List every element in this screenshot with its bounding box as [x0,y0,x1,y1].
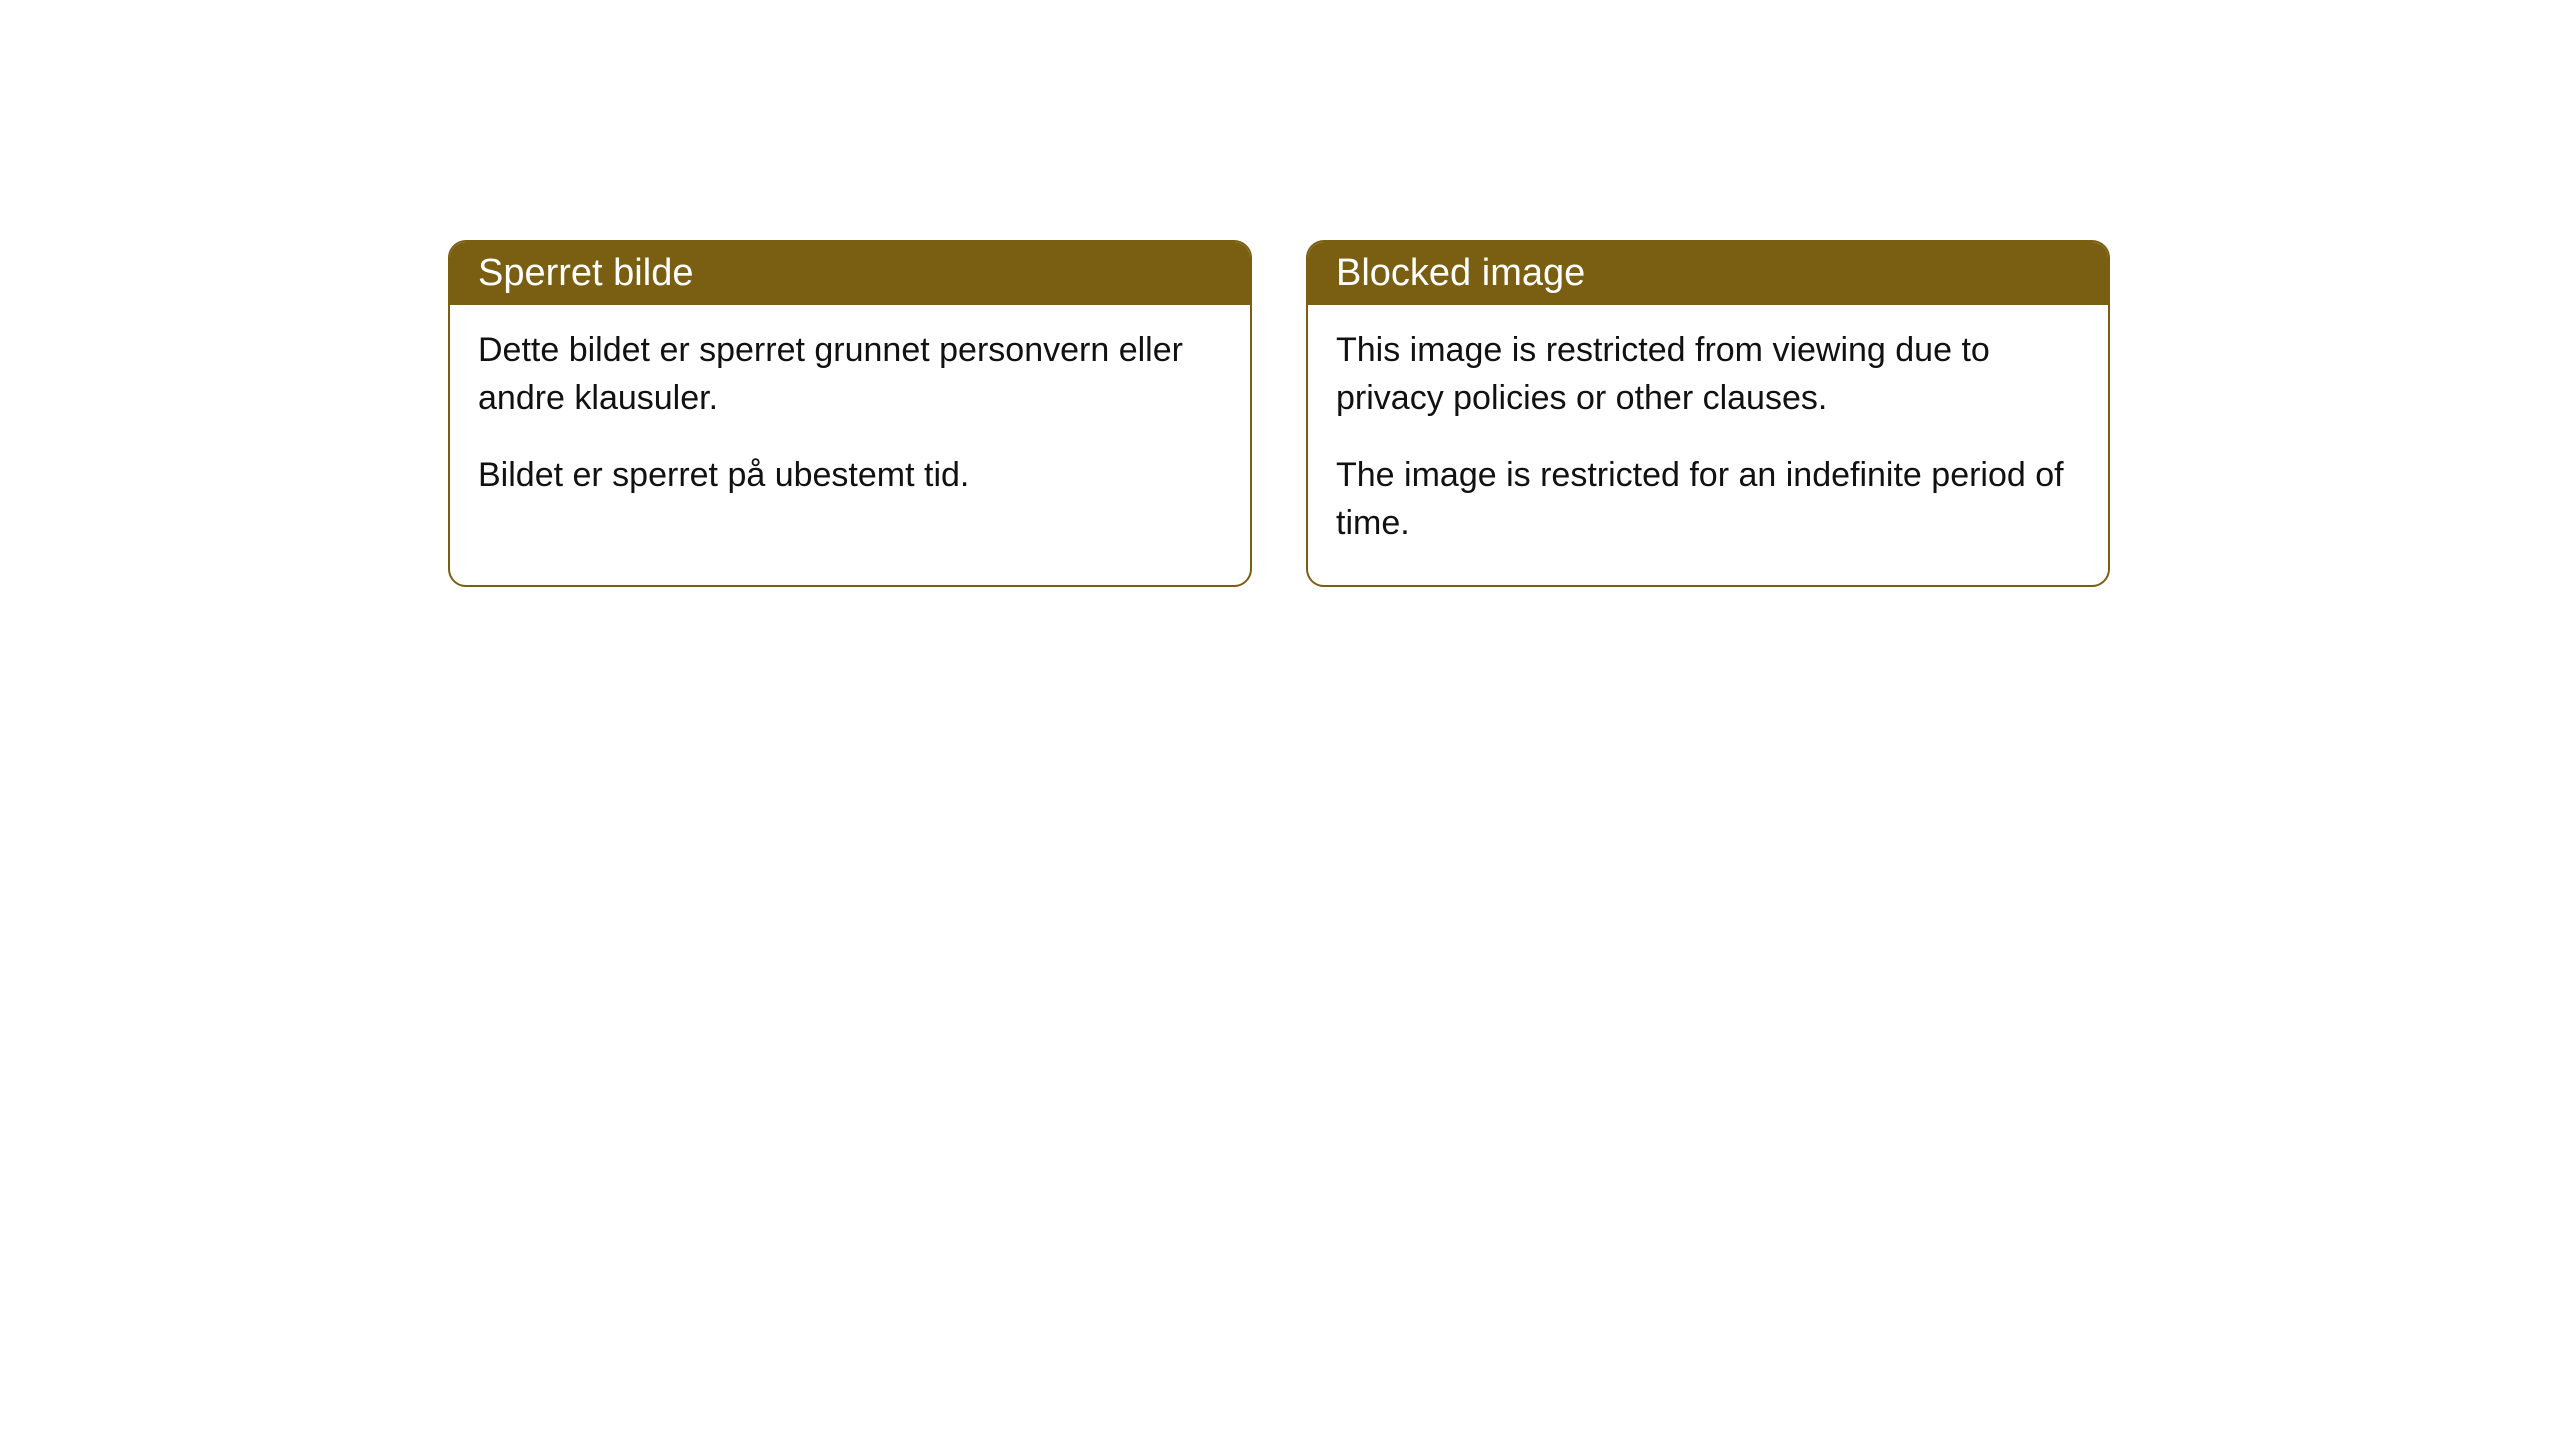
card-title: Sperret bilde [478,252,693,294]
card-paragraph: This image is restricted from viewing du… [1336,327,2080,422]
notice-container: Sperret bilde Dette bildet er sperret gr… [0,0,2560,587]
card-body: This image is restricted from viewing du… [1308,305,2108,585]
card-paragraph: Dette bildet er sperret grunnet personve… [478,327,1222,422]
blocked-image-card-english: Blocked image This image is restricted f… [1306,240,2110,587]
card-header: Blocked image [1308,242,2108,305]
card-paragraph: Bildet er sperret på ubestemt tid. [478,452,1222,500]
card-paragraph: The image is restricted for an indefinit… [1336,452,2080,547]
card-header: Sperret bilde [450,242,1250,305]
blocked-image-card-norwegian: Sperret bilde Dette bildet er sperret gr… [448,240,1252,587]
card-title: Blocked image [1336,252,1585,294]
card-body: Dette bildet er sperret grunnet personve… [450,305,1250,538]
